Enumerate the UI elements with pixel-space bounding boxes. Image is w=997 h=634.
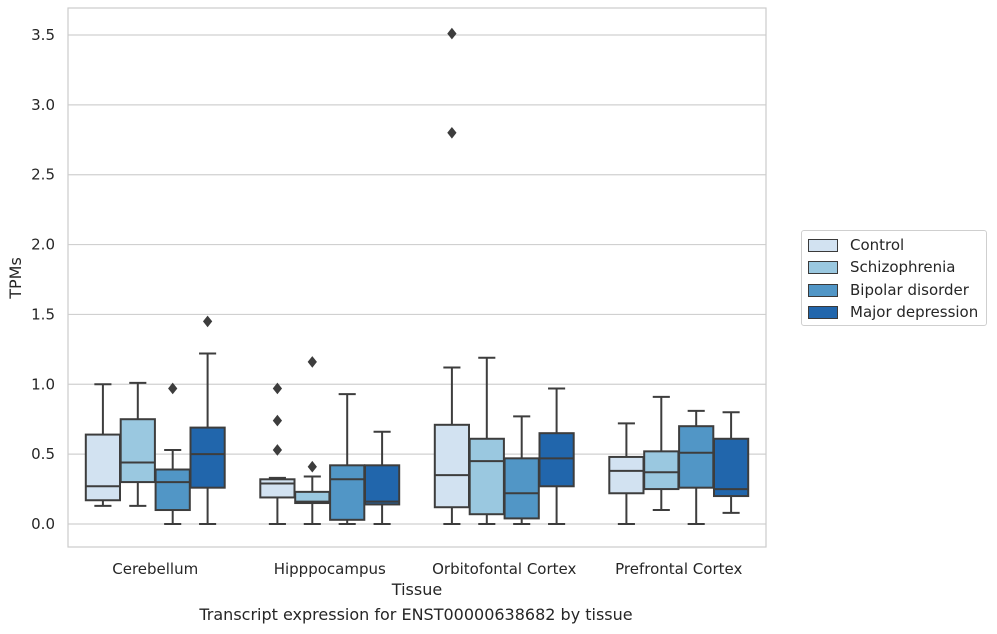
box-group: [503, 415, 540, 525]
legend-item-schizophrenia: Schizophrenia: [808, 257, 955, 277]
outlier-point: [447, 27, 457, 40]
box-group: [608, 422, 645, 525]
box: [84, 433, 122, 502]
box: [259, 478, 296, 499]
box-group: [294, 356, 331, 525]
box-group: [329, 393, 366, 525]
box-group: [363, 430, 401, 525]
box: [154, 468, 191, 512]
legend-item-control: Control: [808, 235, 904, 255]
box-group: [468, 356, 505, 525]
legend-label: Control: [850, 236, 905, 254]
y-tick-label: 2.0: [31, 236, 55, 254]
box-group: [119, 381, 156, 507]
y-tick-label: 0.0: [31, 515, 55, 533]
box: [119, 418, 156, 484]
outlier-point: [168, 382, 178, 395]
outlier-point: [272, 382, 283, 395]
x-tick-label: Cerebellum: [112, 560, 198, 578]
box-group: [433, 27, 471, 525]
x-axis-label: Tissue: [391, 580, 442, 599]
box-group: [538, 387, 575, 525]
y-tick-label: 3.0: [31, 96, 55, 114]
y-tick-labels: 0.0 0.5 1.0 1.5 2.0 2.5 3.0 3.5: [31, 26, 55, 533]
box: [643, 450, 680, 491]
grid-lines: [68, 34, 766, 525]
x-tick-label: Hipppocampus: [274, 560, 386, 578]
box: [468, 437, 505, 516]
outlier-point: [447, 126, 457, 139]
chart-caption: Transcript expression for ENST0000063868…: [199, 605, 633, 624]
box: [329, 464, 366, 521]
box: [503, 457, 540, 520]
x-tick-label: Prefrontal Cortex: [615, 560, 742, 578]
box-group: [712, 411, 750, 514]
box: [189, 426, 226, 489]
box-group: [678, 409, 715, 525]
y-tick-label: 1.5: [31, 305, 55, 323]
box-group: [84, 383, 122, 507]
legend-label: Schizophrenia: [850, 258, 956, 276]
y-tick-label: 0.5: [31, 445, 55, 463]
legend-swatch-bipolar-disorder: [808, 283, 838, 297]
x-tick-label: Orbitofontal Cortex: [432, 560, 576, 578]
y-tick-label: 2.5: [31, 166, 55, 184]
outlier-point: [202, 315, 213, 328]
legend-label: Major depression: [850, 303, 979, 321]
y-tick-label: 1.0: [31, 375, 55, 393]
y-axis-label: TPMs: [6, 257, 25, 300]
outlier-point: [272, 444, 283, 456]
box-group: [189, 315, 226, 525]
legend-swatch-schizophrenia: [808, 260, 838, 274]
outlier-point: [307, 356, 317, 368]
box: [608, 455, 645, 495]
legend-item-major-depression: Major depression: [808, 302, 978, 322]
box: [363, 464, 401, 506]
legend-item-bipolar-disorder: Bipolar disorder: [808, 280, 969, 300]
box: [712, 437, 750, 498]
box-group: [643, 395, 680, 512]
y-tick-label: 3.5: [31, 26, 55, 44]
box: [538, 432, 575, 488]
box: [678, 425, 715, 489]
legend-label: Bipolar disorder: [850, 281, 969, 299]
plot-frame: [67, 7, 767, 548]
legend-swatch-control: [808, 238, 838, 252]
box: [433, 423, 471, 509]
x-tick-labels: Cerebellum Hipppocampus Orbitofontal Corte…: [112, 560, 742, 578]
outlier-point: [307, 460, 317, 473]
outlier-point: [272, 414, 283, 427]
box-group: [154, 382, 191, 525]
legend: Control Schizophrenia Bipolar disorder M…: [801, 230, 987, 326]
box-group: [259, 382, 296, 525]
box-plots: [84, 27, 750, 525]
legend-swatch-major-depression: [808, 305, 838, 319]
